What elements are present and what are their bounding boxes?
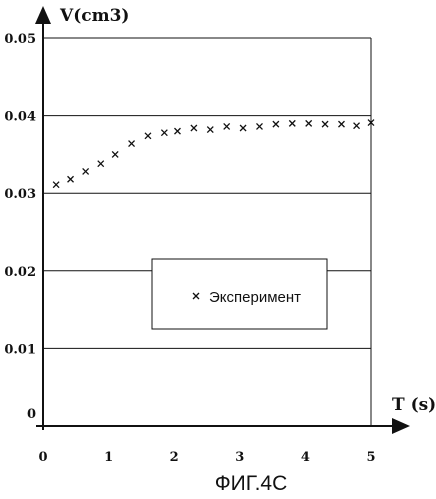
y-tick-label: 0.02	[4, 265, 36, 280]
y-axis-arrow	[35, 6, 51, 24]
data-point	[98, 161, 104, 167]
x-tick-label: 4	[301, 450, 310, 465]
data-point	[240, 125, 246, 131]
data-point	[161, 130, 167, 136]
data-point	[224, 123, 230, 129]
x-axis-arrow	[392, 418, 410, 434]
y-tick-label: 0.03	[4, 187, 36, 202]
legend-label: Эксперимент	[209, 289, 301, 306]
y-axis-label: V(cm3)	[59, 6, 129, 26]
y-tick-label: 0.04	[4, 110, 36, 125]
data-point	[306, 120, 312, 126]
data-point	[83, 168, 89, 174]
y-tick-labels: 0 0.01 0.02 0.03 0.04 0.05	[4, 32, 36, 422]
x-tick-label: 3	[235, 450, 244, 465]
data-point	[174, 128, 180, 134]
x-tick-labels: 0 1 2 3 4 5	[38, 450, 375, 465]
figure-caption: ФИГ.4С	[215, 472, 288, 495]
x-axis-label: T (s)	[392, 395, 436, 415]
y-tick-label: 0	[27, 407, 36, 422]
data-point	[145, 133, 151, 139]
y-tick-label: 0.05	[4, 32, 36, 47]
data-point	[68, 176, 74, 182]
x-tick-label: 2	[170, 450, 179, 465]
data-point	[354, 123, 360, 129]
data-point	[53, 182, 59, 188]
data-point	[129, 141, 135, 147]
data-point	[273, 121, 279, 127]
data-point	[191, 125, 197, 131]
data-point	[112, 151, 118, 157]
x-tick-label: 0	[38, 450, 47, 465]
data-points	[53, 120, 374, 188]
x-tick-label: 1	[104, 450, 113, 465]
legend: Эксперимент	[152, 259, 327, 329]
y-tick-label: 0.01	[4, 342, 36, 357]
data-point	[338, 121, 344, 127]
data-point	[289, 120, 295, 126]
data-point	[322, 121, 328, 127]
data-point	[256, 123, 262, 129]
data-point	[207, 127, 213, 133]
x-tick-label: 5	[366, 450, 375, 465]
axes	[35, 6, 410, 434]
